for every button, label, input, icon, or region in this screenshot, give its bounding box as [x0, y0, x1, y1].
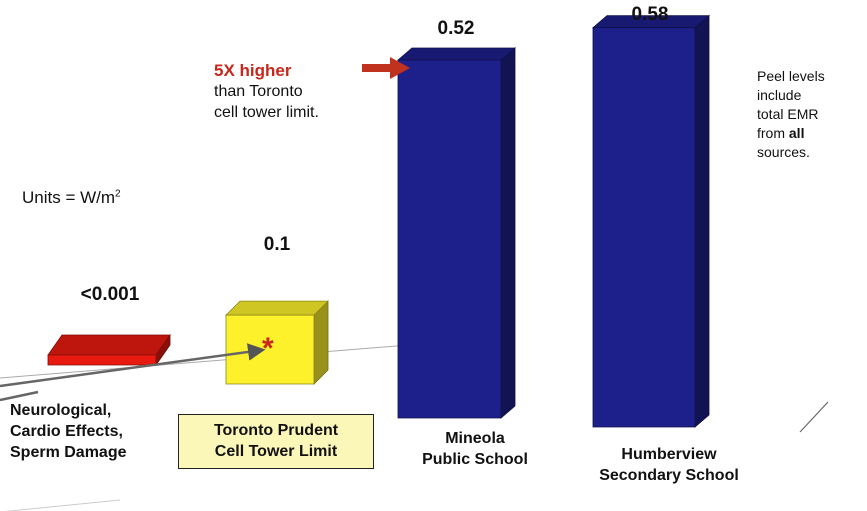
- bar-front-2: [397, 59, 502, 419]
- bar-2: [396, 47, 517, 419]
- peel-note: Peel levels include total EMR from all s…: [757, 68, 825, 160]
- units-label: Units = W/m2: [22, 188, 121, 207]
- bar-side-3: [694, 14, 710, 428]
- bar-3: [591, 14, 711, 428]
- bar-front-3: [592, 27, 696, 428]
- category-label-1: Toronto Prudent Cell Tower Limit: [213, 422, 339, 460]
- value-label-0: <0.001: [80, 284, 140, 305]
- value-label-2: 0.52: [437, 18, 475, 39]
- callout-text: 5X higher than Toronto cell tower limit.: [214, 60, 319, 123]
- bar-0: [47, 333, 171, 367]
- bar-1: [225, 300, 329, 385]
- callout-line-1: than Toronto: [214, 83, 303, 100]
- value-label-3: 0.58: [631, 4, 669, 25]
- bar-front-1: [225, 314, 315, 385]
- category-label-0: Neurological, Cardio Effects, Sperm Dama…: [10, 402, 127, 461]
- category-label-3: Humberview Secondary School: [599, 446, 739, 484]
- toronto-limit-box: [178, 414, 374, 469]
- callout-arrow: [362, 57, 410, 79]
- marker-asterisk: *: [262, 332, 274, 365]
- bar-front-0: [47, 354, 157, 366]
- callout-highlight: 5X higher: [214, 61, 292, 80]
- pointer-arrows: [0, 343, 266, 402]
- callout-line-2: cell tower limit.: [214, 104, 319, 121]
- value-label-1: 0.1: [263, 234, 291, 255]
- bar-top-2: [396, 47, 517, 61]
- bar-top-1: [225, 300, 329, 316]
- bar-top-0: [47, 334, 171, 356]
- category-label-2: Mineola Public School: [422, 430, 528, 468]
- bar-side-2: [500, 47, 516, 419]
